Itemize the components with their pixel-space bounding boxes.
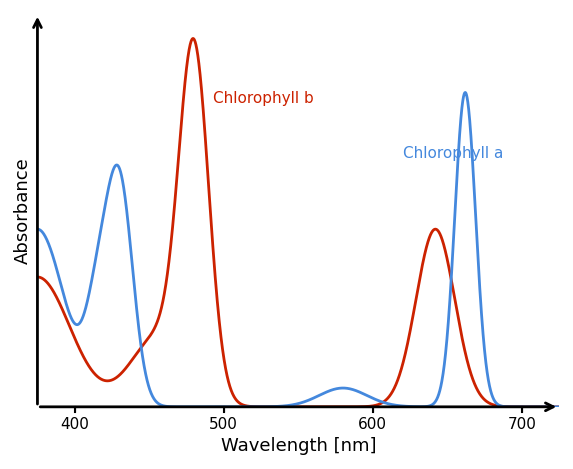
Y-axis label: Absorbance: Absorbance: [14, 157, 32, 264]
Text: Chlorophyll b: Chlorophyll b: [213, 91, 314, 106]
X-axis label: Wavelength [nm]: Wavelength [nm]: [221, 437, 376, 455]
Text: Chlorophyll a: Chlorophyll a: [403, 146, 503, 161]
